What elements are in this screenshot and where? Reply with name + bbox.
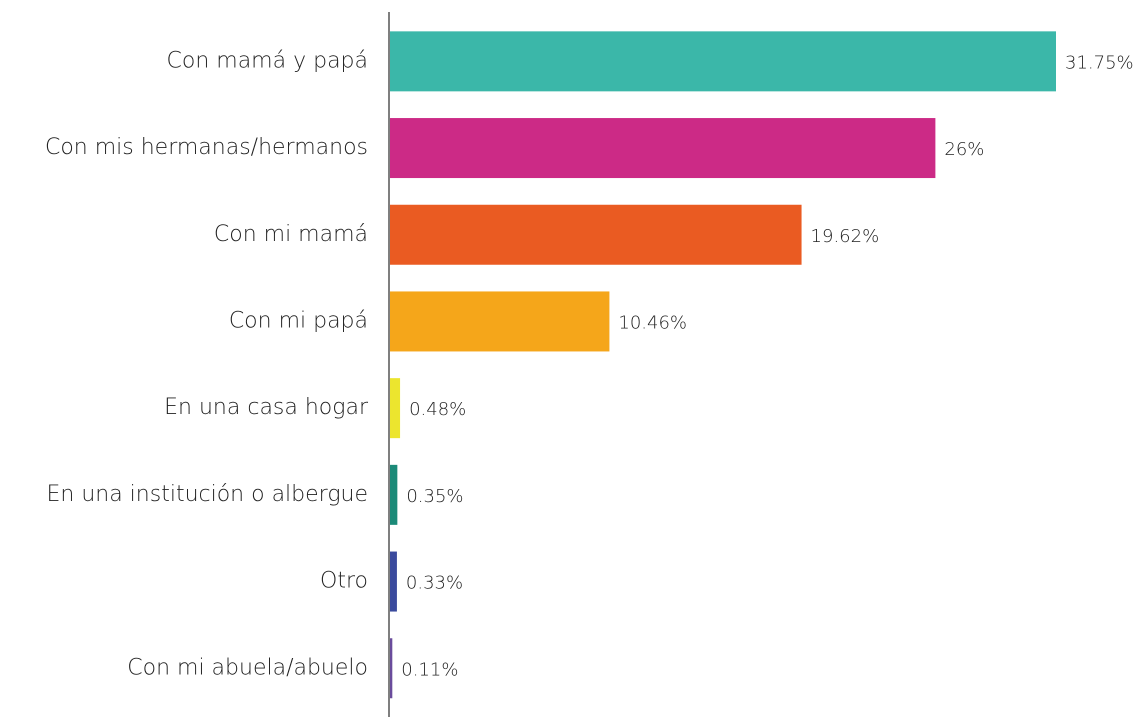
bar	[390, 551, 397, 612]
category-label: Con mi mamá	[214, 222, 368, 247]
category-label: Con mis hermanas/hermanos	[45, 135, 368, 160]
bar	[390, 638, 393, 699]
value-label: 0.48%	[409, 399, 466, 420]
bar	[390, 118, 936, 179]
category-label: En una casa hogar	[164, 395, 369, 420]
value-label: 0.33%	[406, 573, 463, 594]
category-label: Con mi papá	[229, 308, 368, 333]
value-label: 26%	[944, 139, 984, 160]
category-label: Con mamá y papá	[167, 48, 368, 73]
value-label: 0.35%	[406, 486, 463, 507]
bar	[390, 378, 401, 439]
value-label: 0.11%	[401, 659, 458, 680]
bar	[390, 204, 802, 265]
value-label: 19.62%	[811, 226, 880, 247]
bar	[390, 291, 610, 352]
value-label: 10.46%	[618, 312, 687, 333]
value-label: 31.75%	[1065, 52, 1134, 73]
category-label: En una institución o albergue	[46, 482, 368, 507]
bar	[390, 31, 1056, 92]
category-label: Otro	[320, 569, 368, 594]
category-label: Con mi abuela/abuelo	[127, 655, 368, 680]
bar	[390, 464, 398, 525]
